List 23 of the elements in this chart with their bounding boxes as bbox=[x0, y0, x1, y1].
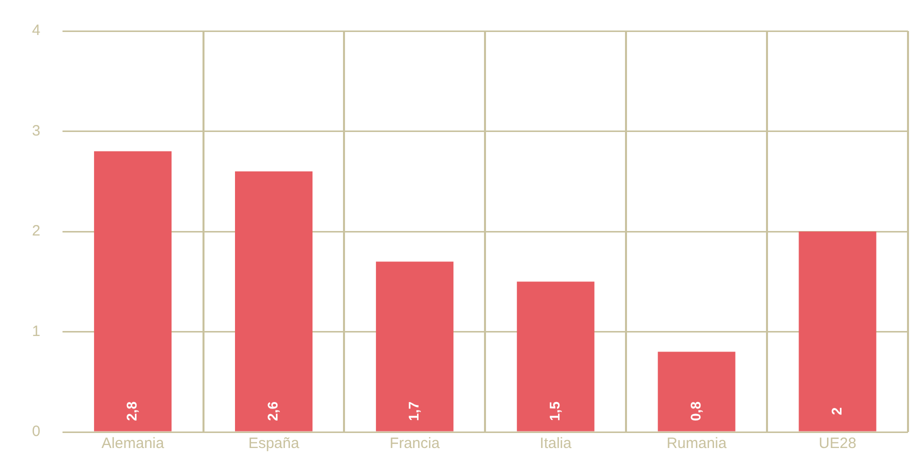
x-tick-label: Alemania bbox=[102, 435, 165, 452]
x-tick-label: UE28 bbox=[818, 435, 856, 452]
x-tick-label: España bbox=[248, 435, 300, 452]
data-label: 0,8 bbox=[687, 401, 704, 421]
bar bbox=[235, 171, 313, 432]
bar bbox=[94, 151, 172, 432]
data-label: 1,7 bbox=[406, 401, 422, 421]
x-tick-label: Rumania bbox=[666, 435, 728, 452]
y-tick-label: 4 bbox=[32, 22, 40, 40]
x-tick-label: Francia bbox=[390, 435, 440, 452]
y-tick-label: 2 bbox=[32, 222, 40, 240]
data-label: 1,5 bbox=[546, 401, 562, 421]
y-tick-label: 1 bbox=[32, 322, 40, 340]
bar bbox=[516, 282, 594, 432]
data-label: 2,6 bbox=[264, 401, 281, 421]
bar bbox=[376, 262, 454, 432]
data-label: 2 bbox=[828, 407, 844, 416]
y-tick-label: 3 bbox=[32, 122, 40, 140]
bar bbox=[658, 352, 736, 432]
x-tick-label: Italia bbox=[540, 435, 572, 452]
bar bbox=[798, 232, 876, 432]
data-label: 2,8 bbox=[124, 401, 140, 421]
y-tick-label: 0 bbox=[32, 423, 40, 440]
